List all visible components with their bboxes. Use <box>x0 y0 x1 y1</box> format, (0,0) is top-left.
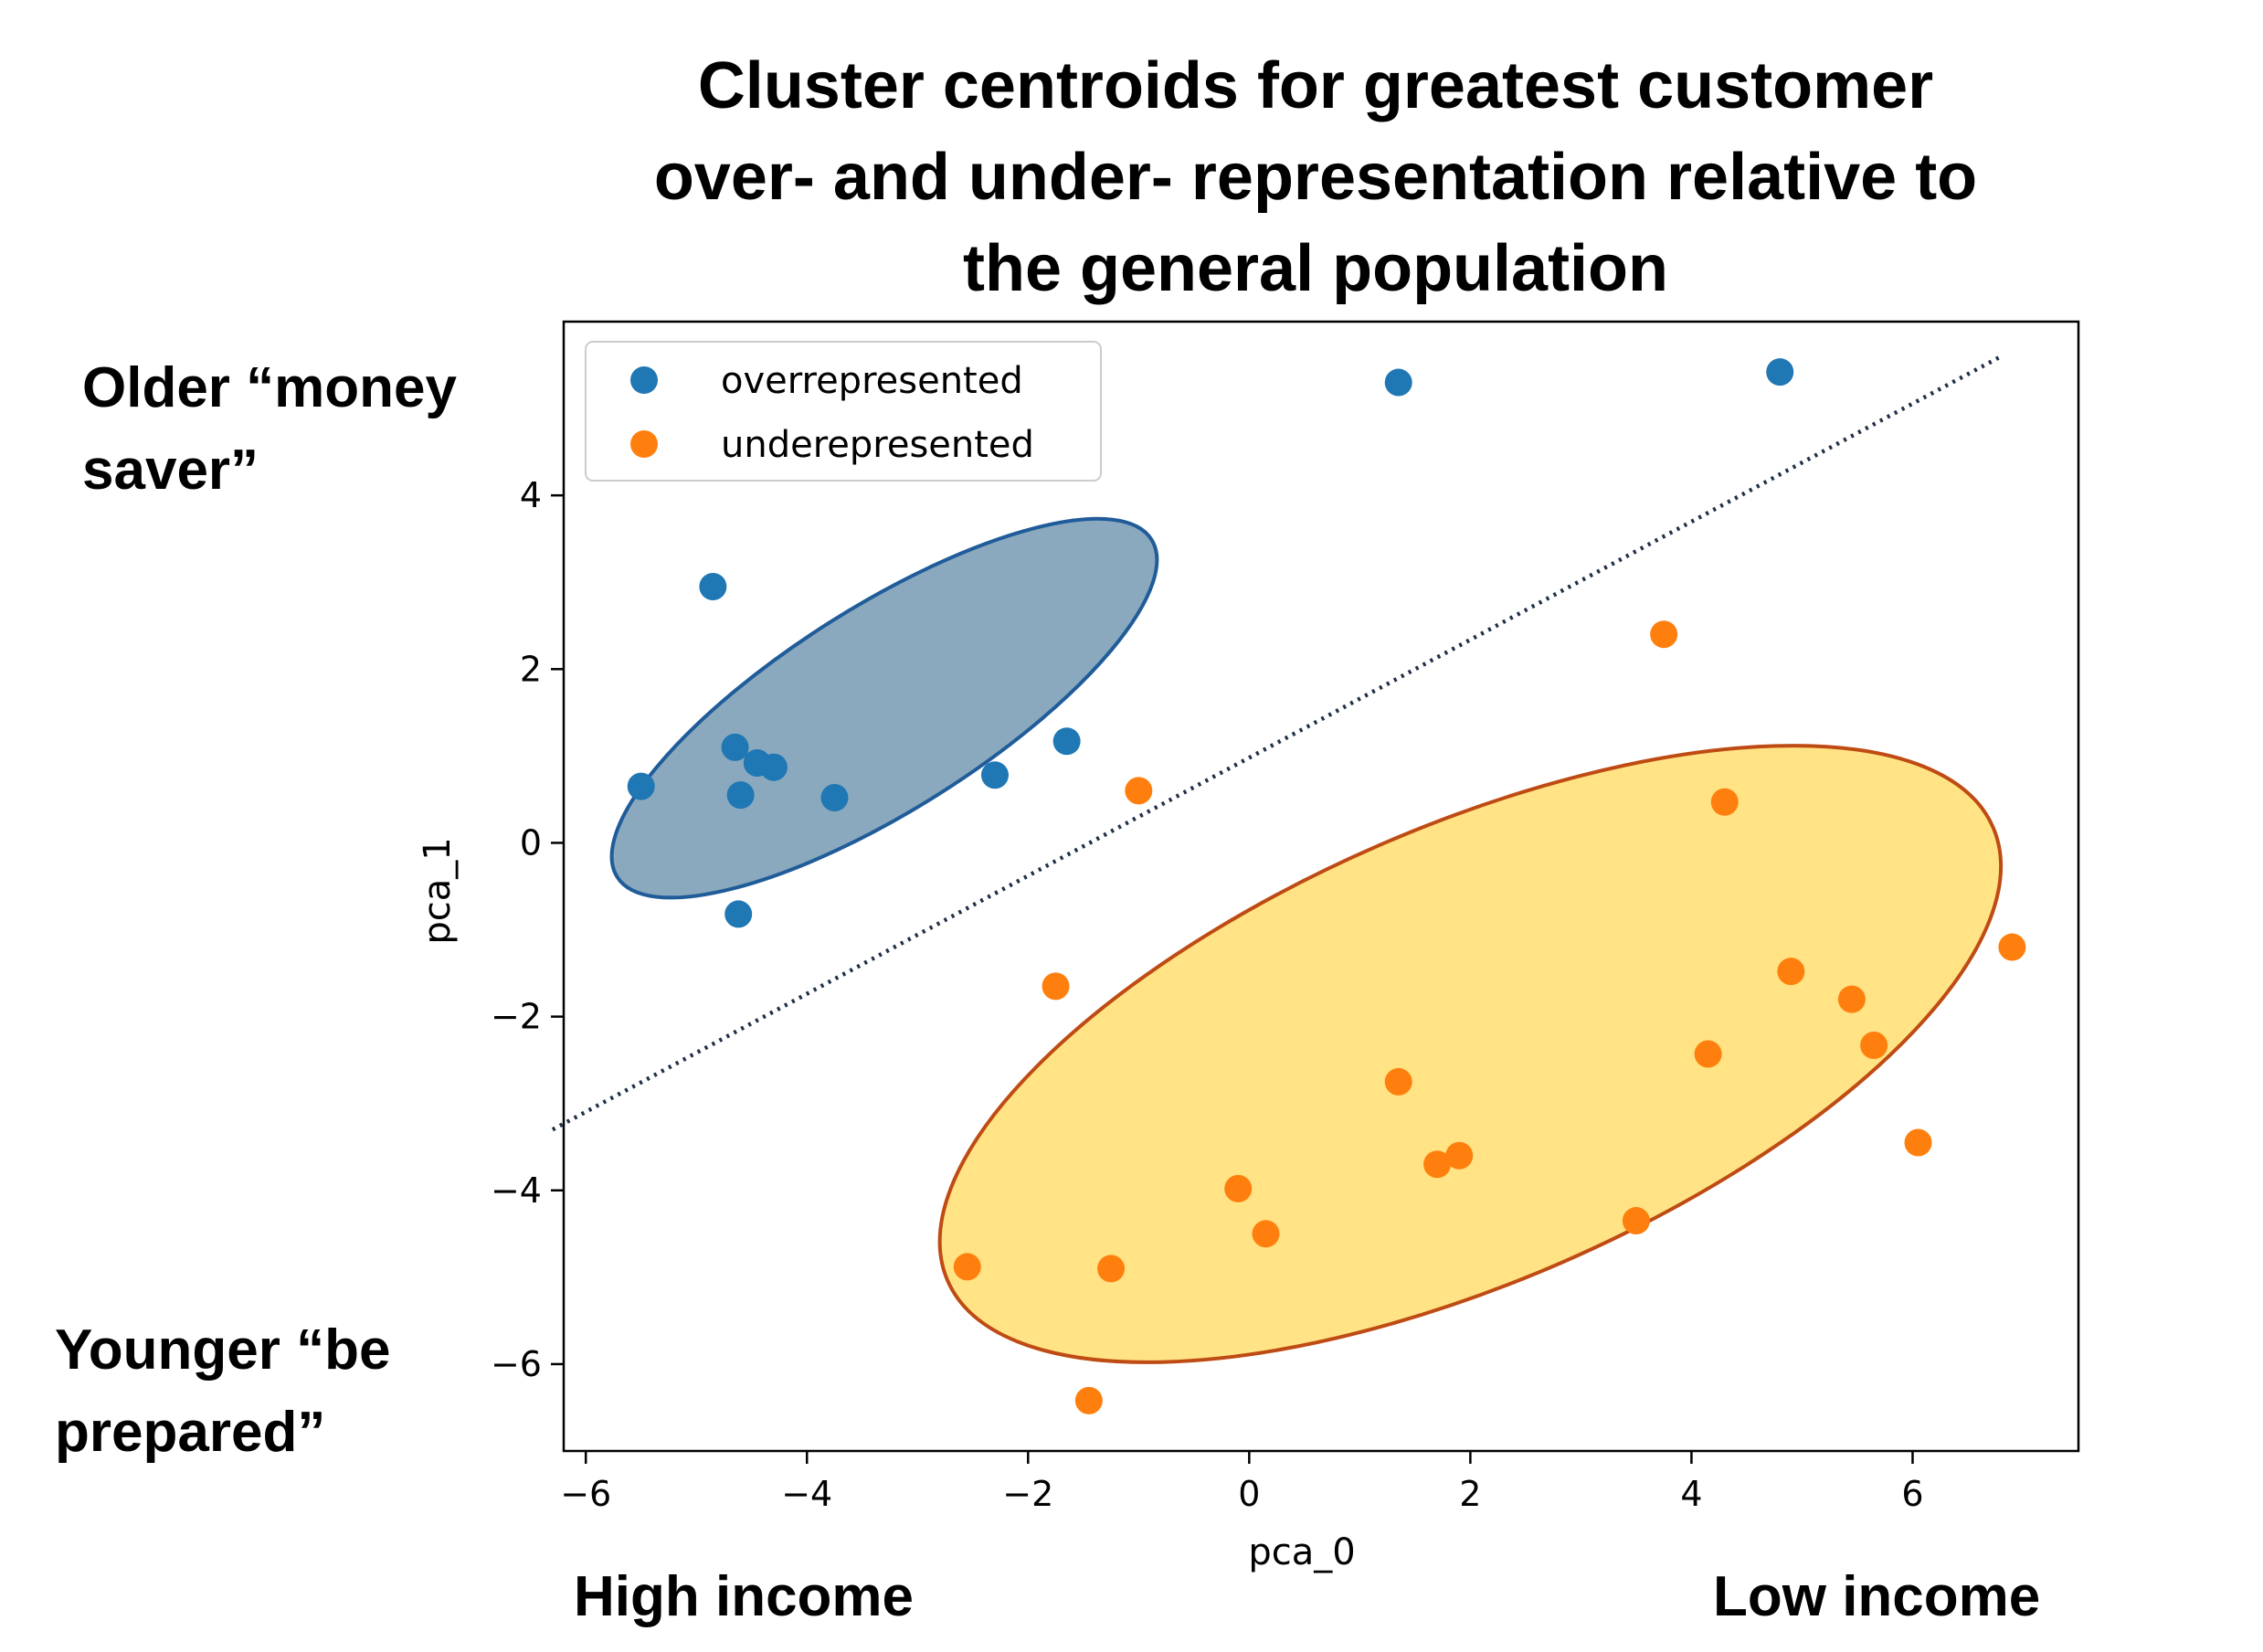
data-point <box>953 1253 981 1281</box>
annotation-low-income: Low income <box>1713 1565 2040 1628</box>
y-tick-label: 2 <box>520 649 542 689</box>
data-point <box>1384 368 1412 397</box>
data-point <box>1650 620 1678 649</box>
chart-title-line-1: Cluster centroids for greatest customer <box>698 49 1933 122</box>
legend-label: underepresented <box>721 424 1034 466</box>
data-point <box>820 784 849 812</box>
x-tick-label: −2 <box>1002 1474 1053 1514</box>
x-tick-label: 2 <box>1459 1474 1481 1514</box>
data-point <box>1766 358 1794 387</box>
x-tick-label: −6 <box>560 1474 611 1514</box>
data-point <box>1052 727 1081 756</box>
data-point <box>1622 1207 1650 1235</box>
chart-title: Cluster centroids for greatest customer … <box>654 49 1977 305</box>
x-axis-label: pca_0 <box>1248 1531 1355 1573</box>
y-tick-label: −2 <box>491 997 542 1037</box>
legend: overrepresented underepresented <box>585 341 1102 482</box>
data-point <box>1423 1150 1452 1179</box>
data-point <box>1445 1141 1474 1170</box>
data-point <box>726 781 755 810</box>
x-tick-label: 0 <box>1238 1474 1260 1514</box>
x-tick-label: 4 <box>1680 1474 1702 1514</box>
annotation-high-income: High income <box>574 1565 914 1628</box>
axis-ticks: −6 −4 −2 0 2 4 6 −6 −4 −2 0 2 4 <box>491 475 1924 1514</box>
x-tick-label: −4 <box>781 1474 832 1514</box>
chart-title-line-3: the general population <box>963 232 1668 305</box>
legend-marker <box>630 430 658 458</box>
data-point <box>1224 1174 1253 1202</box>
series-underrepresented <box>953 620 2026 1414</box>
y-tick-label: −4 <box>491 1170 542 1211</box>
overrepresented-ellipse <box>609 516 1159 900</box>
series-overrepresented <box>627 358 1794 928</box>
y-tick-label: −6 <box>491 1344 542 1384</box>
data-point <box>1904 1128 1932 1157</box>
legend-box <box>585 341 1102 482</box>
data-point <box>1125 777 1153 805</box>
data-point <box>1710 788 1739 816</box>
annotation-younger-line-1: Younger “be <box>55 1318 390 1382</box>
underrepresented-ellipse <box>937 744 2004 1364</box>
y-tick-label: 0 <box>520 822 542 863</box>
data-point <box>699 572 727 600</box>
y-tick-label: 4 <box>520 475 542 515</box>
annotation-younger-line-2: prepared” <box>55 1401 325 1464</box>
data-point <box>724 900 753 928</box>
data-point <box>1074 1386 1103 1414</box>
data-point <box>980 761 1009 789</box>
chart-title-line-2: over- and under- representation relative… <box>654 141 1977 214</box>
plot-content <box>609 358 2026 1414</box>
data-point <box>1998 933 2026 961</box>
data-point <box>1252 1220 1280 1248</box>
data-point <box>1860 1031 1888 1059</box>
annotation-older-line-2: saver” <box>82 439 259 502</box>
data-point <box>1384 1067 1412 1096</box>
data-point <box>1694 1040 1722 1068</box>
divider-line <box>551 355 2003 1132</box>
legend-marker <box>630 366 658 394</box>
data-point <box>721 733 749 761</box>
data-point <box>1777 958 1805 986</box>
plot-frame <box>562 320 2080 1453</box>
y-axis-label: pca_1 <box>417 837 459 944</box>
data-point <box>1097 1255 1126 1283</box>
legend-label: overrepresented <box>721 360 1023 402</box>
plot-area <box>551 320 2080 1453</box>
data-point <box>759 753 788 781</box>
x-tick-label: 6 <box>1901 1474 1923 1514</box>
data-point <box>1042 972 1070 1001</box>
data-point <box>1837 985 1866 1013</box>
data-point <box>627 772 655 800</box>
annotation-older-line-1: Older “money <box>82 356 458 419</box>
